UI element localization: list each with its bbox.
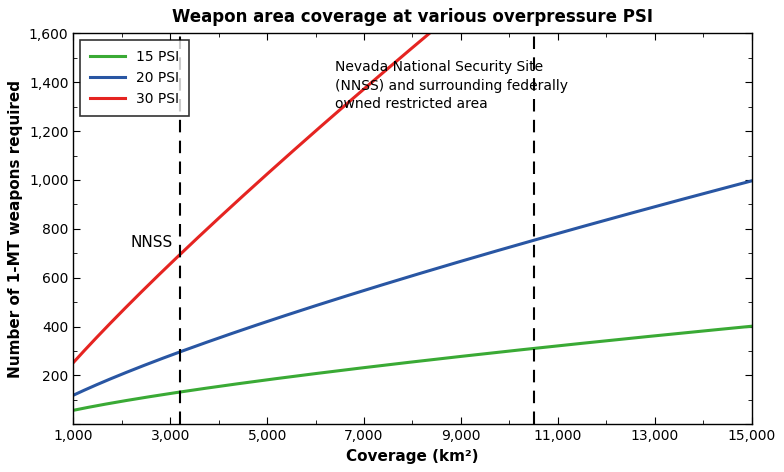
20 PSI (436, 264, 445, 270)
Title: Weapon area coverage at various overpressure PSI: Weapon area coverage at various overpres… (172, 8, 653, 26)
15 PSI (395, 361, 405, 366)
Line: 30 PSI: 30 PSI (74, 0, 752, 362)
Legend: 15 PSI, 20 PSI, 30 PSI: 15 PSI, 20 PSI, 30 PSI (80, 41, 189, 116)
20 PSI (472, 254, 481, 260)
15 PSI (625, 336, 634, 341)
15 PSI (436, 356, 445, 362)
Text: NNSS: NNSS (130, 235, 172, 250)
15 PSI (69, 407, 78, 413)
15 PSI (747, 323, 757, 329)
Line: 20 PSI: 20 PSI (74, 181, 752, 395)
30 PSI (69, 360, 78, 365)
20 PSI (390, 278, 400, 284)
Line: 15 PSI: 15 PSI (74, 326, 752, 410)
20 PSI (747, 178, 757, 184)
Text: Nevada National Security Site
(NNSS) and surrounding federally
owned restricted : Nevada National Security Site (NNSS) and… (335, 60, 568, 111)
15 PSI (731, 325, 740, 331)
20 PSI (69, 392, 78, 398)
Y-axis label: Number of 1-MT weapons required: Number of 1-MT weapons required (9, 80, 24, 378)
30 PSI (390, 59, 400, 65)
30 PSI (395, 56, 405, 61)
20 PSI (395, 277, 405, 282)
20 PSI (731, 182, 740, 188)
30 PSI (436, 21, 445, 27)
X-axis label: Coverage (km²): Coverage (km²) (347, 449, 479, 464)
15 PSI (390, 361, 400, 367)
15 PSI (472, 352, 481, 357)
20 PSI (625, 211, 634, 217)
